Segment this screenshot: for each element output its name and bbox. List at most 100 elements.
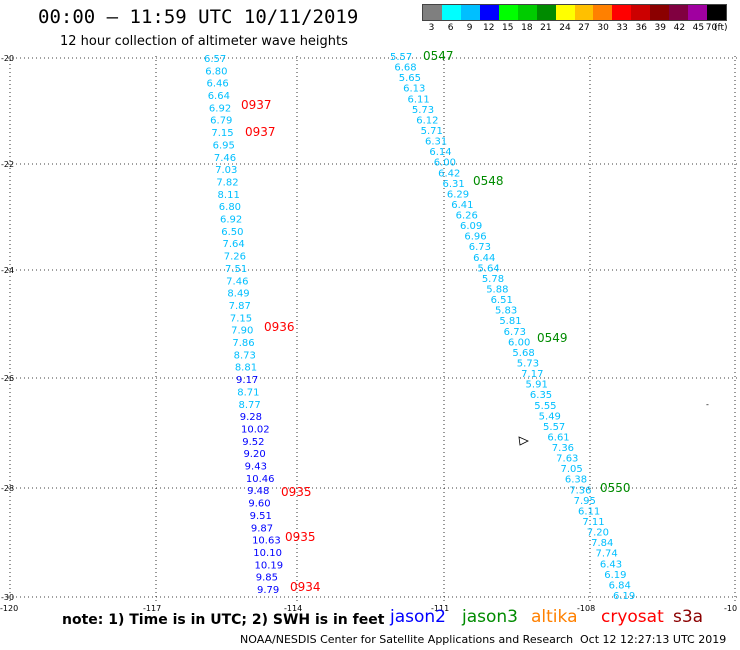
swh-value: 8.73: [234, 350, 256, 361]
swh-value: 6.73: [469, 242, 491, 253]
swh-value: 8.81: [235, 363, 257, 374]
swh-value: 9.48: [247, 486, 269, 497]
legend-swatch: [536, 5, 556, 20]
sat-jason2: jason2: [390, 607, 446, 627]
swh-value: 9.52: [242, 437, 264, 448]
swh-value: 5.81: [499, 316, 521, 327]
swh-value: 6.80: [219, 202, 241, 213]
swh-value: 6.46: [206, 79, 228, 90]
swh-value: 6.13: [403, 84, 425, 95]
legend-label: 9: [466, 23, 473, 33]
swh-value: 6.73: [504, 327, 526, 338]
legend-swatch: [688, 5, 708, 20]
swh-value: 5.91: [526, 380, 548, 391]
swh-value: 5.88: [486, 285, 508, 296]
legend-label: 36: [635, 23, 647, 33]
legend-swatch: [612, 5, 632, 20]
swh-value: 6.95: [213, 140, 235, 151]
swh-value: 7.86: [232, 338, 254, 349]
swh-value: 5.64: [477, 263, 499, 274]
legend-swatch: [555, 5, 575, 20]
legend-swatch: [423, 5, 442, 20]
legend-label: 21: [540, 23, 552, 33]
swh-value: 9.28: [240, 412, 262, 423]
swh-value: 7.87: [229, 301, 251, 312]
swh-value: 7.26: [224, 252, 246, 263]
pass-time-label: 0935: [285, 530, 316, 544]
swh-value: 6.92: [209, 103, 231, 114]
swh-value: 5.49: [539, 411, 561, 422]
swh-value: 6.19: [613, 591, 635, 602]
swh-value: 6.26: [456, 211, 478, 222]
lon-label: -117: [143, 604, 161, 613]
legend-label: 24: [559, 23, 571, 33]
swh-value: 5.83: [495, 306, 517, 317]
dash-marker: -: [706, 400, 709, 409]
map-grid: [8, 56, 738, 602]
swh-value: 10.02: [241, 424, 270, 435]
swh-value: 6.44: [473, 253, 495, 264]
swh-value: 6.43: [600, 559, 622, 570]
swh-value: 6.57: [204, 54, 226, 65]
legend-label: 39: [654, 23, 667, 33]
swh-value: 7.05: [561, 464, 583, 475]
swh-value: 8.71: [237, 387, 259, 398]
swh-value: 6.92: [220, 215, 242, 226]
swh-value: 6.96: [464, 232, 486, 243]
swh-value: 5.73: [412, 105, 434, 116]
swh-value: 5.65: [399, 73, 421, 84]
swh-value: 7.20: [587, 528, 609, 539]
swh-value: 8.49: [227, 289, 249, 300]
swh-value: 6.31: [425, 137, 447, 148]
legend-swatch: [631, 5, 651, 20]
credit-text: NOAA/NESDIS Center for Satellite Applica…: [240, 633, 574, 646]
legend-swatch: [498, 5, 518, 20]
swh-value: 7.74: [596, 549, 618, 560]
altimeter-track-right: 5.576.685.656.136.115.736.125.716.316.14…: [390, 49, 635, 602]
pass-time-label: 0934: [290, 580, 321, 594]
legend-label: 12: [482, 23, 495, 33]
swh-value: 9.17: [236, 375, 258, 386]
legend-label: 6: [447, 23, 454, 33]
pass-time-label: 0550: [600, 481, 631, 495]
legend-swatch: [669, 5, 689, 20]
sat-cryosat: cryosat: [601, 607, 664, 627]
swh-value: 10.10: [253, 548, 282, 559]
pass-time-label: 0549: [537, 331, 568, 345]
swh-value: 9.79: [257, 585, 279, 596]
legend-swatch: [517, 5, 537, 20]
legend-swatch: [593, 5, 613, 20]
swh-value: 6.11: [407, 94, 429, 105]
lon-label: -108: [577, 604, 595, 613]
swh-value: 5.68: [512, 348, 534, 359]
swh-value: 6.00: [434, 158, 456, 169]
swh-value: 9.20: [243, 449, 265, 460]
legend-label: 27: [578, 23, 590, 33]
lon-label: -10: [724, 604, 737, 613]
legend-swatch: [574, 5, 594, 20]
swh-value: 7.15: [230, 313, 252, 324]
swh-value: 7.64: [222, 239, 244, 250]
swh-value: 7.17: [521, 369, 543, 380]
legend-swatch: [707, 5, 726, 20]
pass-time-label: 0936: [264, 320, 295, 334]
legend-label: 30: [597, 23, 609, 33]
axis-labels: -20-22-24-26-28-30-120 -117 -114 -111 -108 -1…: [0, 54, 737, 613]
swh-value: 5.57: [390, 52, 412, 63]
legend-label: 70: [705, 23, 718, 33]
swh-value: 5.57: [543, 422, 565, 433]
lat-label: -20: [1, 54, 14, 63]
swh-value: 6.35: [530, 390, 552, 401]
swh-value: 9.51: [250, 511, 272, 522]
map-markers: -: [518, 400, 709, 446]
swh-value: 6.12: [416, 115, 438, 126]
legend-labels: 3 6 9 12 15 18 21 24 27 30 33 36 39 42 45 70 (ft): [422, 23, 728, 35]
swh-value: 6.68: [394, 63, 416, 74]
swh-value: 6.19: [604, 570, 626, 581]
legend-swatch: [650, 5, 670, 20]
generated-timestamp: Oct 12 12:27:13 UTC 2019: [580, 633, 727, 646]
swh-value: 10.46: [246, 474, 275, 485]
swh-value: 6.80: [205, 66, 227, 77]
swh-value: 9.60: [248, 499, 270, 510]
swh-value: 6.84: [609, 580, 631, 591]
